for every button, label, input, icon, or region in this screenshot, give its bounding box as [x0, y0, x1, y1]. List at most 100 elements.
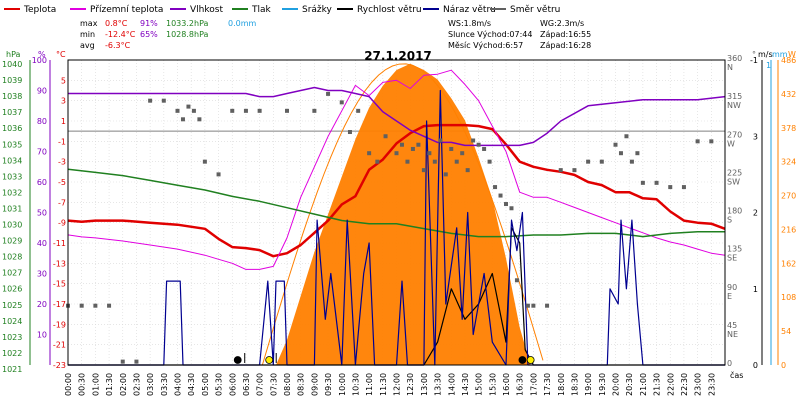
axis-pct-label: % — [38, 50, 46, 59]
wind-dir-point-29 — [405, 159, 410, 164]
series-rychlost — [68, 227, 725, 366]
w-tick-6: 162 — [781, 259, 796, 268]
wind-dir-point-41 — [471, 138, 476, 143]
info-sunset: Západ:16:55 — [540, 30, 591, 39]
press-tick-4: 1036 — [2, 124, 22, 133]
x-tick-17: 08:30 — [297, 373, 306, 396]
x-tick-20: 10:00 — [338, 373, 347, 396]
dir-name-5: SE — [727, 254, 737, 263]
hum-tick-7: 30 — [37, 270, 47, 279]
stat-2-1: -6.3°C — [105, 41, 131, 50]
wind-dir-point-55 — [586, 159, 591, 164]
wind-dir-point-1 — [79, 303, 84, 308]
press-tick-17: 1023 — [2, 333, 22, 342]
stat-1-2: 65% — [140, 30, 158, 39]
temp-tick-3: -1 — [58, 137, 66, 146]
dir-name-4: S — [727, 216, 732, 225]
press-tick-18: 1022 — [2, 349, 22, 358]
wind-dir-point-39 — [460, 151, 465, 156]
x-tick-34: 17:00 — [529, 373, 538, 396]
wind-dir-point-60 — [629, 159, 634, 164]
temp-tick-14: -23 — [53, 361, 66, 370]
hum-tick-4: 60 — [37, 178, 47, 187]
wind-dir-point-56 — [599, 159, 604, 164]
wind-dir-point-18 — [285, 108, 289, 113]
info-sunrise: Slunce Východ:07:44 — [448, 30, 533, 39]
axis-w-label: W — [788, 50, 796, 59]
ms-tick-2: 2 — [753, 209, 758, 218]
wind-dir-point-44 — [487, 159, 492, 164]
x-tick-37: 18:30 — [570, 373, 579, 396]
wind-dir-point-53 — [558, 168, 563, 173]
legend-label-tlak: Tlak — [251, 5, 272, 15]
axis-mm-label: mm — [772, 50, 788, 59]
wind-dir-point-34 — [432, 159, 437, 164]
wind-dir-point-51 — [531, 303, 536, 308]
temp-tick-13: -21 — [53, 341, 66, 350]
stat-0-3: 1033.2hPa — [166, 19, 209, 28]
x-tick-5: 02:30 — [132, 373, 141, 396]
x-tick-19: 09:30 — [324, 373, 333, 396]
w-tick-7: 108 — [781, 293, 796, 302]
hum-tick-5: 50 — [37, 209, 47, 218]
x-tick-11: 05:30 — [215, 373, 224, 396]
temp-tick-6: -7 — [58, 198, 66, 207]
press-tick-7: 1033 — [2, 172, 22, 181]
stat-0-4: 0.0mm — [228, 19, 257, 28]
stat-1-1: -12.4°C — [105, 30, 136, 39]
wind-dir-point-28 — [399, 142, 404, 147]
x-tick-35: 17:30 — [543, 373, 552, 396]
x-tick-4: 02:00 — [119, 373, 128, 396]
x-tick-30: 15:00 — [475, 373, 484, 396]
moonrise-marker — [233, 356, 242, 364]
axis-temp-label: °C — [56, 50, 66, 59]
stat-1-3: 1028.8hPa — [166, 30, 209, 39]
temp-tick-4: -3 — [58, 158, 66, 167]
info-moonset: Západ:16:28 — [540, 41, 591, 50]
wind-dir-point-33 — [427, 151, 432, 156]
press-tick-9: 1031 — [2, 204, 22, 213]
x-tick-8: 04:00 — [174, 373, 183, 396]
wind-dir-point-10 — [186, 104, 191, 109]
press-tick-14: 1026 — [2, 285, 22, 294]
wind-dir-point-64 — [668, 185, 673, 190]
wind-dir-point-7 — [161, 98, 166, 103]
x-tick-40: 20:00 — [612, 373, 621, 396]
wind-dir-point-13 — [202, 159, 207, 164]
dir-tick-3: 225 — [727, 168, 742, 177]
stats-panel: max 0.8°C 91% 1033.2hPa 0.0mm min -12.4°C 65% 10… — [80, 19, 591, 50]
wind-dir-point-61 — [635, 151, 640, 156]
dir-name-2: W — [727, 139, 735, 148]
stat-1-0: min — [80, 30, 95, 39]
legend-label-smer: Směr větru — [510, 5, 560, 15]
dir-tick-6: 90 — [727, 283, 737, 292]
wind-dir-point-4 — [120, 359, 125, 364]
temp-tick-10: -15 — [53, 280, 66, 289]
x-tick-7: 03:30 — [160, 373, 169, 396]
hum-tick-1: 90 — [37, 87, 47, 96]
wind-dir-point-48 — [509, 206, 514, 211]
info-wg: WG:2.3m/s — [540, 19, 584, 28]
legend: Teplota Přízemní teplota Vlhkost Tlak Srážky… — [4, 5, 560, 15]
axis-deg-label: ° — [752, 50, 756, 59]
x-tick-44: 22:00 — [666, 373, 675, 396]
solar-area — [276, 63, 531, 365]
x-tick-18: 09:00 — [310, 373, 319, 396]
ms-tick-1: 3 — [753, 132, 758, 141]
x-tick-21: 10:30 — [351, 373, 360, 396]
mm-tick-0: 1 — [766, 61, 771, 70]
wind-dir-point-46 — [498, 193, 503, 198]
ms-tick-3: 1 — [753, 285, 758, 294]
wind-dir-point-16 — [243, 108, 248, 113]
wind-dir-point-14 — [216, 172, 221, 177]
w-tick-4: 270 — [781, 192, 796, 201]
legend-label-srazky: Srážky — [302, 5, 333, 15]
wind-dir-point-23 — [356, 108, 361, 113]
temp-tick-9: -13 — [53, 259, 66, 268]
sunset-marker — [526, 356, 535, 364]
series-teplota — [67, 123, 726, 258]
x-tick-33: 16:30 — [516, 373, 525, 396]
solar-radiation-area — [261, 63, 544, 366]
wind-dir-point-42 — [476, 142, 481, 147]
